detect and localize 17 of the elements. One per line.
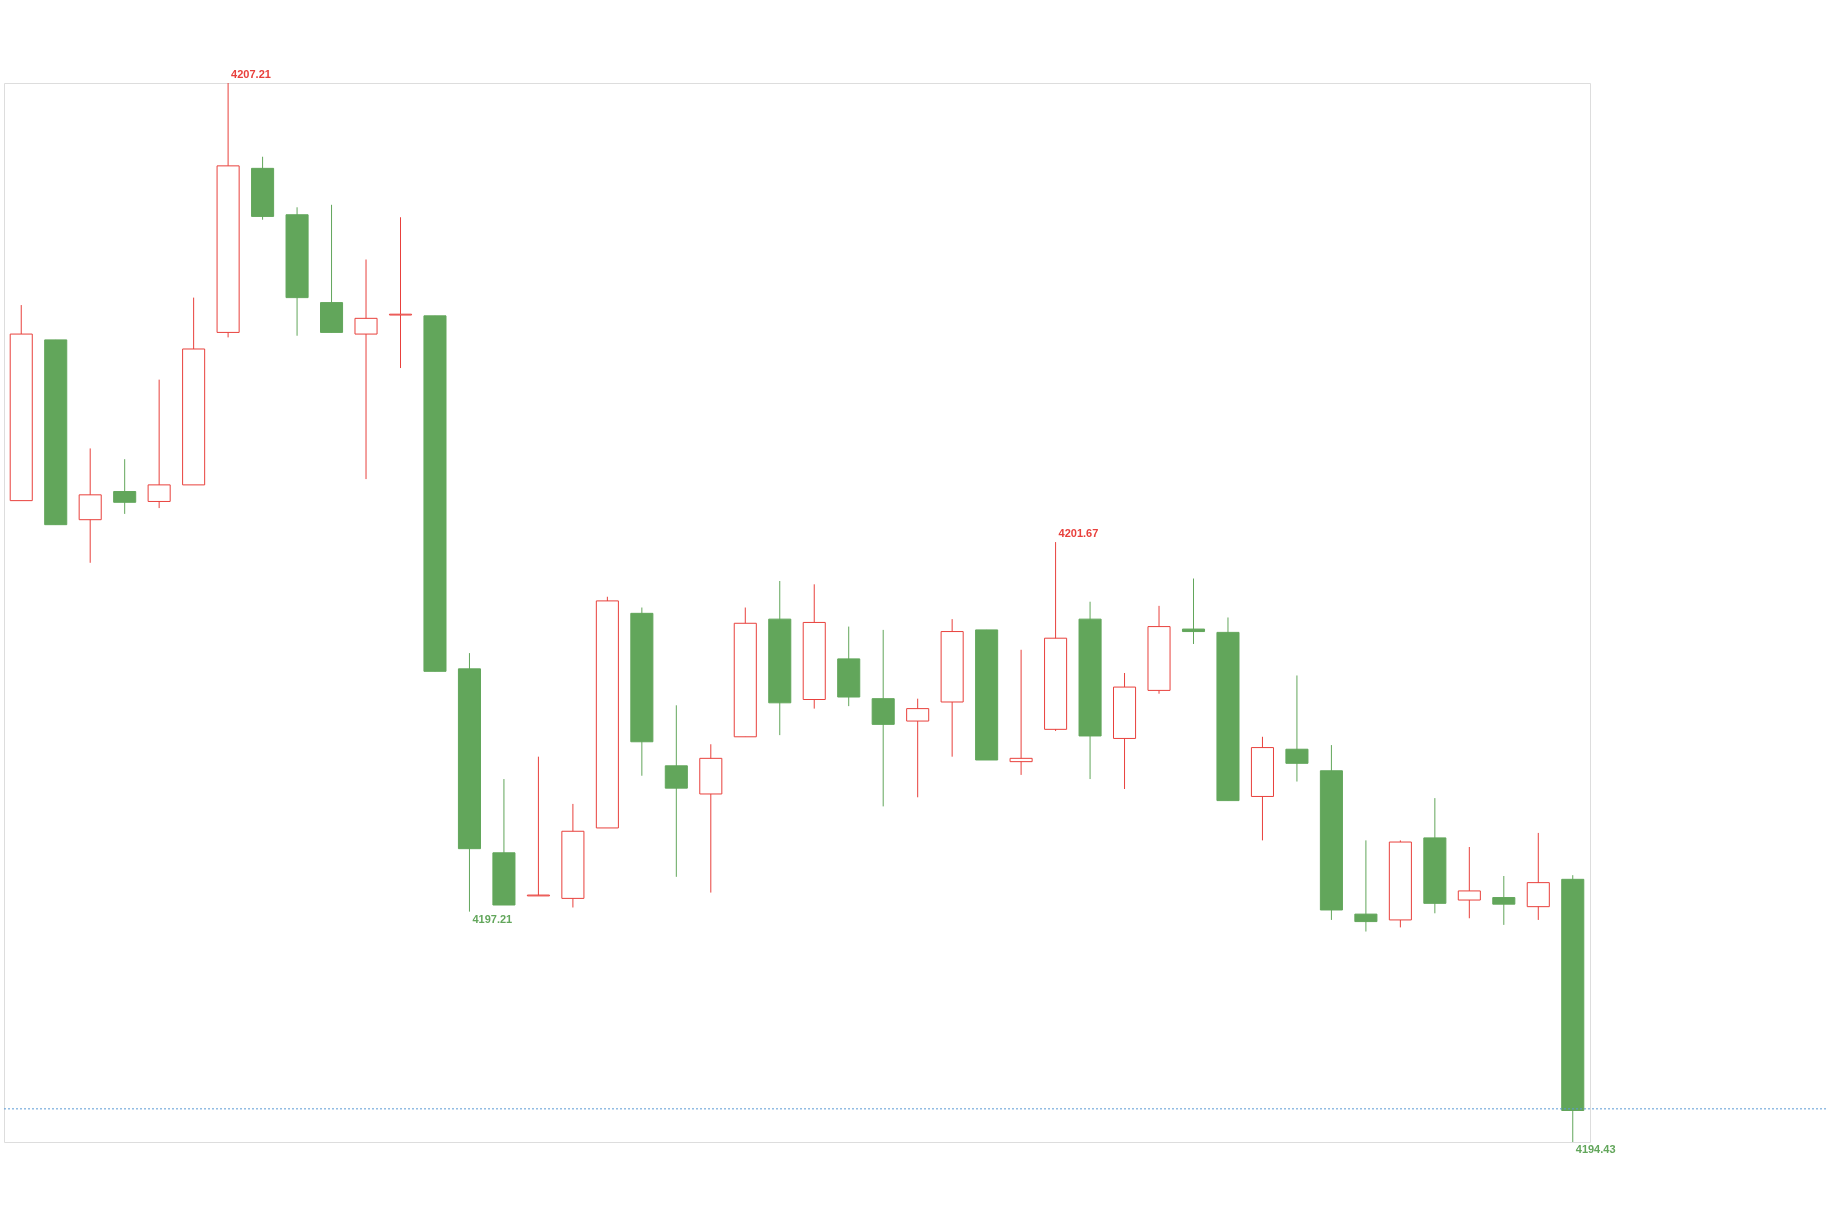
candlestick [1009, 649, 1033, 776]
candlestick [1492, 875, 1516, 926]
candlestick [906, 698, 930, 798]
candlestick [354, 259, 378, 480]
text: 4207.21 [231, 68, 271, 80]
candlestick [113, 458, 137, 515]
candlestick [147, 379, 171, 509]
text: 4194.43 [1575, 1143, 1616, 1155]
candlestick [1181, 578, 1206, 645]
annotation: 4201.67 [1058, 527, 1099, 540]
candlestick [388, 216, 413, 369]
candlestick [1285, 674, 1309, 783]
candlestick [526, 756, 550, 897]
candlestick [664, 704, 688, 878]
candlestick [1354, 839, 1378, 933]
candlestick [1457, 846, 1481, 919]
annotation: 4197.21 [472, 912, 513, 925]
